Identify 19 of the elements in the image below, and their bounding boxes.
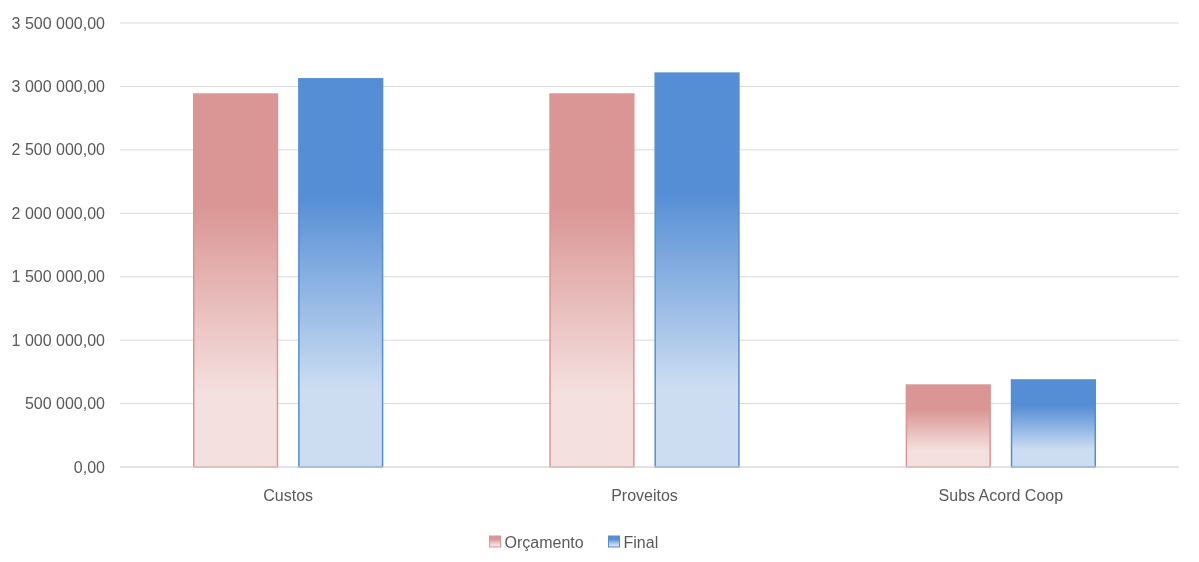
y-tick-label: 1 500 000,00 <box>11 268 106 286</box>
y-tick-label: 2 000 000,00 <box>11 204 106 222</box>
bar <box>192 93 279 468</box>
x-tick-label: Custos <box>263 487 314 504</box>
y-tick-label: 3 500 000,00 <box>11 14 106 32</box>
legend-label: Final <box>623 533 659 551</box>
bar <box>1010 379 1097 468</box>
y-tick-label: 500 000,00 <box>24 395 106 413</box>
x-tick-label: Proveitos <box>611 487 678 504</box>
legend-label: Orçamento <box>504 533 584 551</box>
y-tick-label: 1 000 000,00 <box>11 331 106 349</box>
y-tick-label: 3 000 000,00 <box>11 78 106 96</box>
bar <box>654 72 740 468</box>
bar <box>298 78 384 468</box>
y-tick-label: 2 500 000,00 <box>11 141 106 159</box>
bar <box>905 384 991 468</box>
y-tick-label: 0,00 <box>73 458 106 476</box>
x-tick-label: Subs Acord Coop <box>938 487 1064 504</box>
bar <box>549 93 635 468</box>
